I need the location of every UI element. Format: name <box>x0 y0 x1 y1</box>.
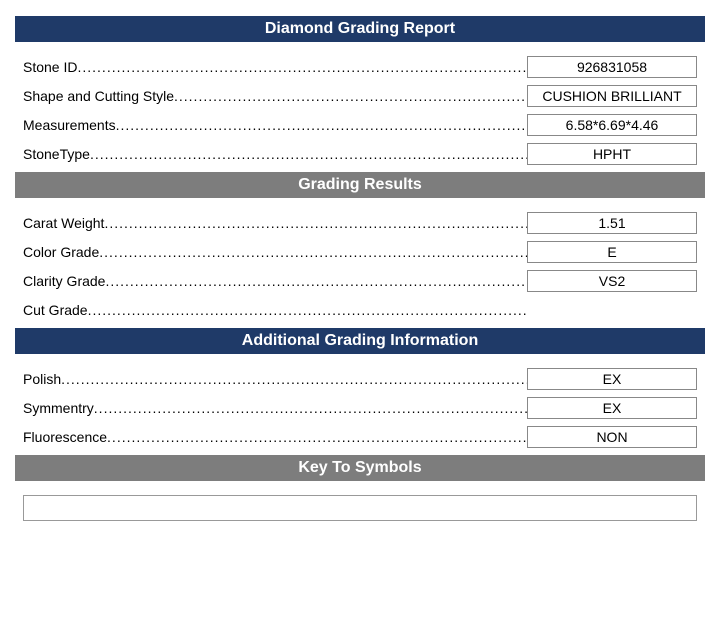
row-label-text: Color Grade <box>23 244 99 260</box>
row-label-text: Stone ID <box>23 59 77 75</box>
row-label: Carat Weight <box>23 215 527 231</box>
row-label: Measurements <box>23 117 527 133</box>
data-row: Polish EX <box>15 368 705 390</box>
row-label: Cut Grade <box>23 302 527 318</box>
data-row: StoneType HPHT <box>15 143 705 165</box>
data-row: Fluorescence NON <box>15 426 705 448</box>
symbols-box <box>23 495 697 521</box>
row-label-text: Carat Weight <box>23 215 104 231</box>
data-row: Clarity Grade VS2 <box>15 270 705 292</box>
row-label: Polish <box>23 371 527 387</box>
diamond-grading-report: Diamond Grading ReportStone ID926831058S… <box>15 16 705 521</box>
row-value: EX <box>527 397 697 419</box>
row-label: Shape and Cutting Style <box>23 88 527 104</box>
row-value: 6.58*6.69*4.46 <box>527 114 697 136</box>
data-row: Shape and Cutting Style CUSHION BRILLIANT <box>15 85 705 107</box>
row-value: NON <box>527 426 697 448</box>
data-row: Color Grade E <box>15 241 705 263</box>
row-value: E <box>527 241 697 263</box>
row-value: 926831058 <box>527 56 697 78</box>
row-label-text: Fluorescence <box>23 429 107 445</box>
row-label: Stone ID <box>23 59 527 75</box>
row-label-text: StoneType <box>23 146 90 162</box>
data-row: Cut Grade <box>15 299 705 321</box>
section-header: Additional Grading Information <box>15 328 705 354</box>
row-label: Clarity Grade <box>23 273 527 289</box>
row-value: VS2 <box>527 270 697 292</box>
data-row: Measurements 6.58*6.69*4.46 <box>15 114 705 136</box>
section-header: Key To Symbols <box>15 455 705 481</box>
row-label-text: Shape and Cutting Style <box>23 88 174 104</box>
row-label-text: Cut Grade <box>23 302 88 318</box>
row-label: StoneType <box>23 146 527 162</box>
row-value: HPHT <box>527 143 697 165</box>
row-label: Symmentry <box>23 400 527 416</box>
row-label-text: Measurements <box>23 117 116 133</box>
row-value <box>527 299 697 321</box>
row-label: Fluorescence <box>23 429 527 445</box>
data-row: Stone ID 926831058 <box>15 56 705 78</box>
row-label: Color Grade <box>23 244 527 260</box>
row-value: CUSHION BRILLIANT <box>527 85 697 107</box>
section-header: Diamond Grading Report <box>15 16 705 42</box>
row-label-text: Symmentry <box>23 400 94 416</box>
row-label-text: Clarity Grade <box>23 273 105 289</box>
row-label-text: Polish <box>23 371 61 387</box>
row-value: 1.51 <box>527 212 697 234</box>
row-value: EX <box>527 368 697 390</box>
section-header: Grading Results <box>15 172 705 198</box>
data-row: Carat Weight 1.51 <box>15 212 705 234</box>
data-row: Symmentry EX <box>15 397 705 419</box>
